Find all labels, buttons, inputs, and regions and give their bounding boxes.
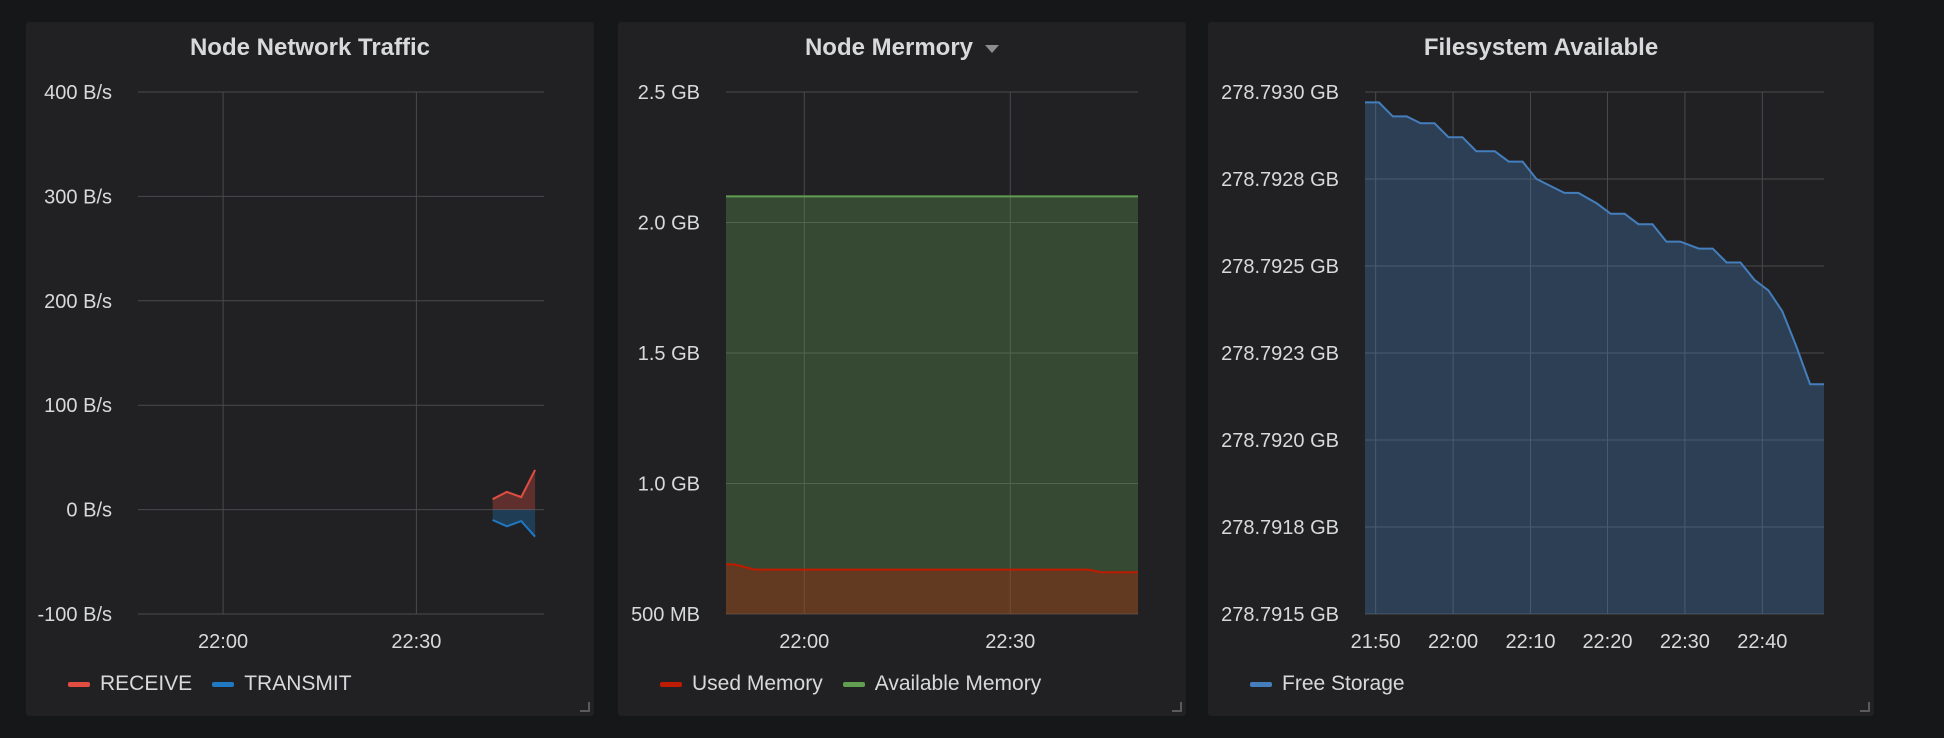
- caret-down-icon[interactable]: [985, 44, 1000, 53]
- x-tick-label: 22:20: [1582, 631, 1632, 653]
- legend-item-used-memory[interactable]: Used Memory: [660, 672, 823, 696]
- panel-node-network-traffic: Node Network Traffic 400 B/s 300 B/s 200 B…: [26, 22, 594, 716]
- network-traffic-chart: 400 B/s 300 B/s 200 B/s 100 B/s 0 B/s -100 B/…: [38, 82, 544, 653]
- legend-item-available-memory[interactable]: Available Memory: [842, 672, 1042, 696]
- y-tick-label: 1.5 GB: [638, 343, 700, 365]
- legend-label: TRANSMIT: [244, 672, 352, 695]
- x-tick-label: 22:00: [779, 631, 829, 653]
- free-storage-swatch-icon: [1250, 681, 1272, 687]
- x-tick-label: 21:50: [1351, 631, 1401, 653]
- y-tick-label: 400 B/s: [44, 82, 112, 104]
- y-tick-label: 278.7930 GB: [1221, 82, 1339, 104]
- legend-item-free-storage[interactable]: Free Storage: [1250, 672, 1405, 696]
- chart-legend: Used Memory Available Memory: [660, 672, 1061, 696]
- series-area-free-storage: [1365, 102, 1824, 615]
- resize-handle-icon[interactable]: [1860, 702, 1870, 712]
- panel-filesystem-available: Filesystem Available 278.7930 GB 278.7928…: [1208, 22, 1874, 716]
- chart-legend: RECEIVE TRANSMIT: [68, 672, 372, 696]
- legend-label: Free Storage: [1282, 672, 1405, 695]
- y-tick-label: 278.7920 GB: [1221, 430, 1339, 452]
- panel-node-memory: Node Mermory 2.5 GB 2.0 GB 1.5 GB 1.0 GB 500…: [618, 22, 1186, 716]
- legend-label: Available Memory: [874, 672, 1042, 695]
- available-memory-swatch-icon: [842, 681, 865, 687]
- y-tick-label: 278.7925 GB: [1221, 256, 1339, 278]
- y-tick-label: 0 B/s: [66, 500, 112, 522]
- series-area-receive: [492, 469, 536, 510]
- transmit-swatch-icon: [212, 681, 235, 687]
- legend-label: RECEIVE: [100, 672, 193, 695]
- x-tick-label: 22:10: [1505, 631, 1555, 653]
- legend-label: Used Memory: [692, 672, 823, 695]
- series-line-receive: [492, 469, 536, 501]
- chart-legend: Free Storage: [1250, 672, 1425, 696]
- x-tick-label: 22:30: [985, 631, 1035, 653]
- panel-title-text: Node Mermory: [804, 34, 974, 61]
- x-tick-label: 22:00: [1428, 631, 1478, 653]
- legend-item-transmit[interactable]: TRANSMIT: [212, 672, 352, 696]
- resize-handle-icon[interactable]: [580, 702, 590, 712]
- y-tick-label: 1.0 GB: [638, 474, 700, 496]
- receive-swatch-icon: [68, 681, 90, 687]
- y-tick-label: 200 B/s: [44, 291, 112, 313]
- x-tick-label: 22:30: [391, 631, 441, 653]
- y-tick-label: 2.0 GB: [638, 213, 700, 235]
- series-line-free-storage: [1365, 101, 1824, 386]
- x-tick-label: 22:00: [198, 631, 248, 653]
- filesystem-available-chart: 278.7930 GB 278.7928 GB 278.7925 GB 278.792…: [1221, 82, 1824, 653]
- y-tick-label: 278.7918 GB: [1221, 517, 1339, 539]
- series-line-used-memory: [726, 563, 1138, 574]
- used-memory-swatch-icon: [660, 681, 682, 687]
- x-tick-label: 22:40: [1737, 631, 1787, 653]
- y-tick-label: -100 B/s: [38, 604, 112, 626]
- series-area-available-memory: [726, 196, 1138, 614]
- y-tick-label: 278.7915 GB: [1221, 604, 1339, 626]
- node-memory-chart: 2.5 GB 2.0 GB 1.5 GB 1.0 GB 500 MB 22:00 22:30: [631, 82, 1138, 653]
- panel-title[interactable]: Node Network Traffic: [189, 34, 431, 61]
- y-tick-label: 300 B/s: [44, 186, 112, 208]
- panel-title[interactable]: Node Mermory: [618, 34, 1186, 62]
- y-tick-label: 2.5 GB: [638, 82, 700, 104]
- y-tick-label: 278.7928 GB: [1221, 169, 1339, 191]
- legend-item-receive[interactable]: RECEIVE: [68, 672, 192, 696]
- y-tick-label: 500 MB: [631, 604, 700, 626]
- series-line-transmit: [492, 519, 536, 538]
- resize-handle-icon[interactable]: [1172, 702, 1182, 712]
- y-tick-label: 278.7923 GB: [1221, 343, 1339, 365]
- y-tick-label: 100 B/s: [44, 395, 112, 417]
- series-area-used-memory: [726, 564, 1138, 614]
- x-tick-label: 22:30: [1660, 631, 1710, 653]
- panel-title[interactable]: Filesystem Available: [1423, 34, 1659, 61]
